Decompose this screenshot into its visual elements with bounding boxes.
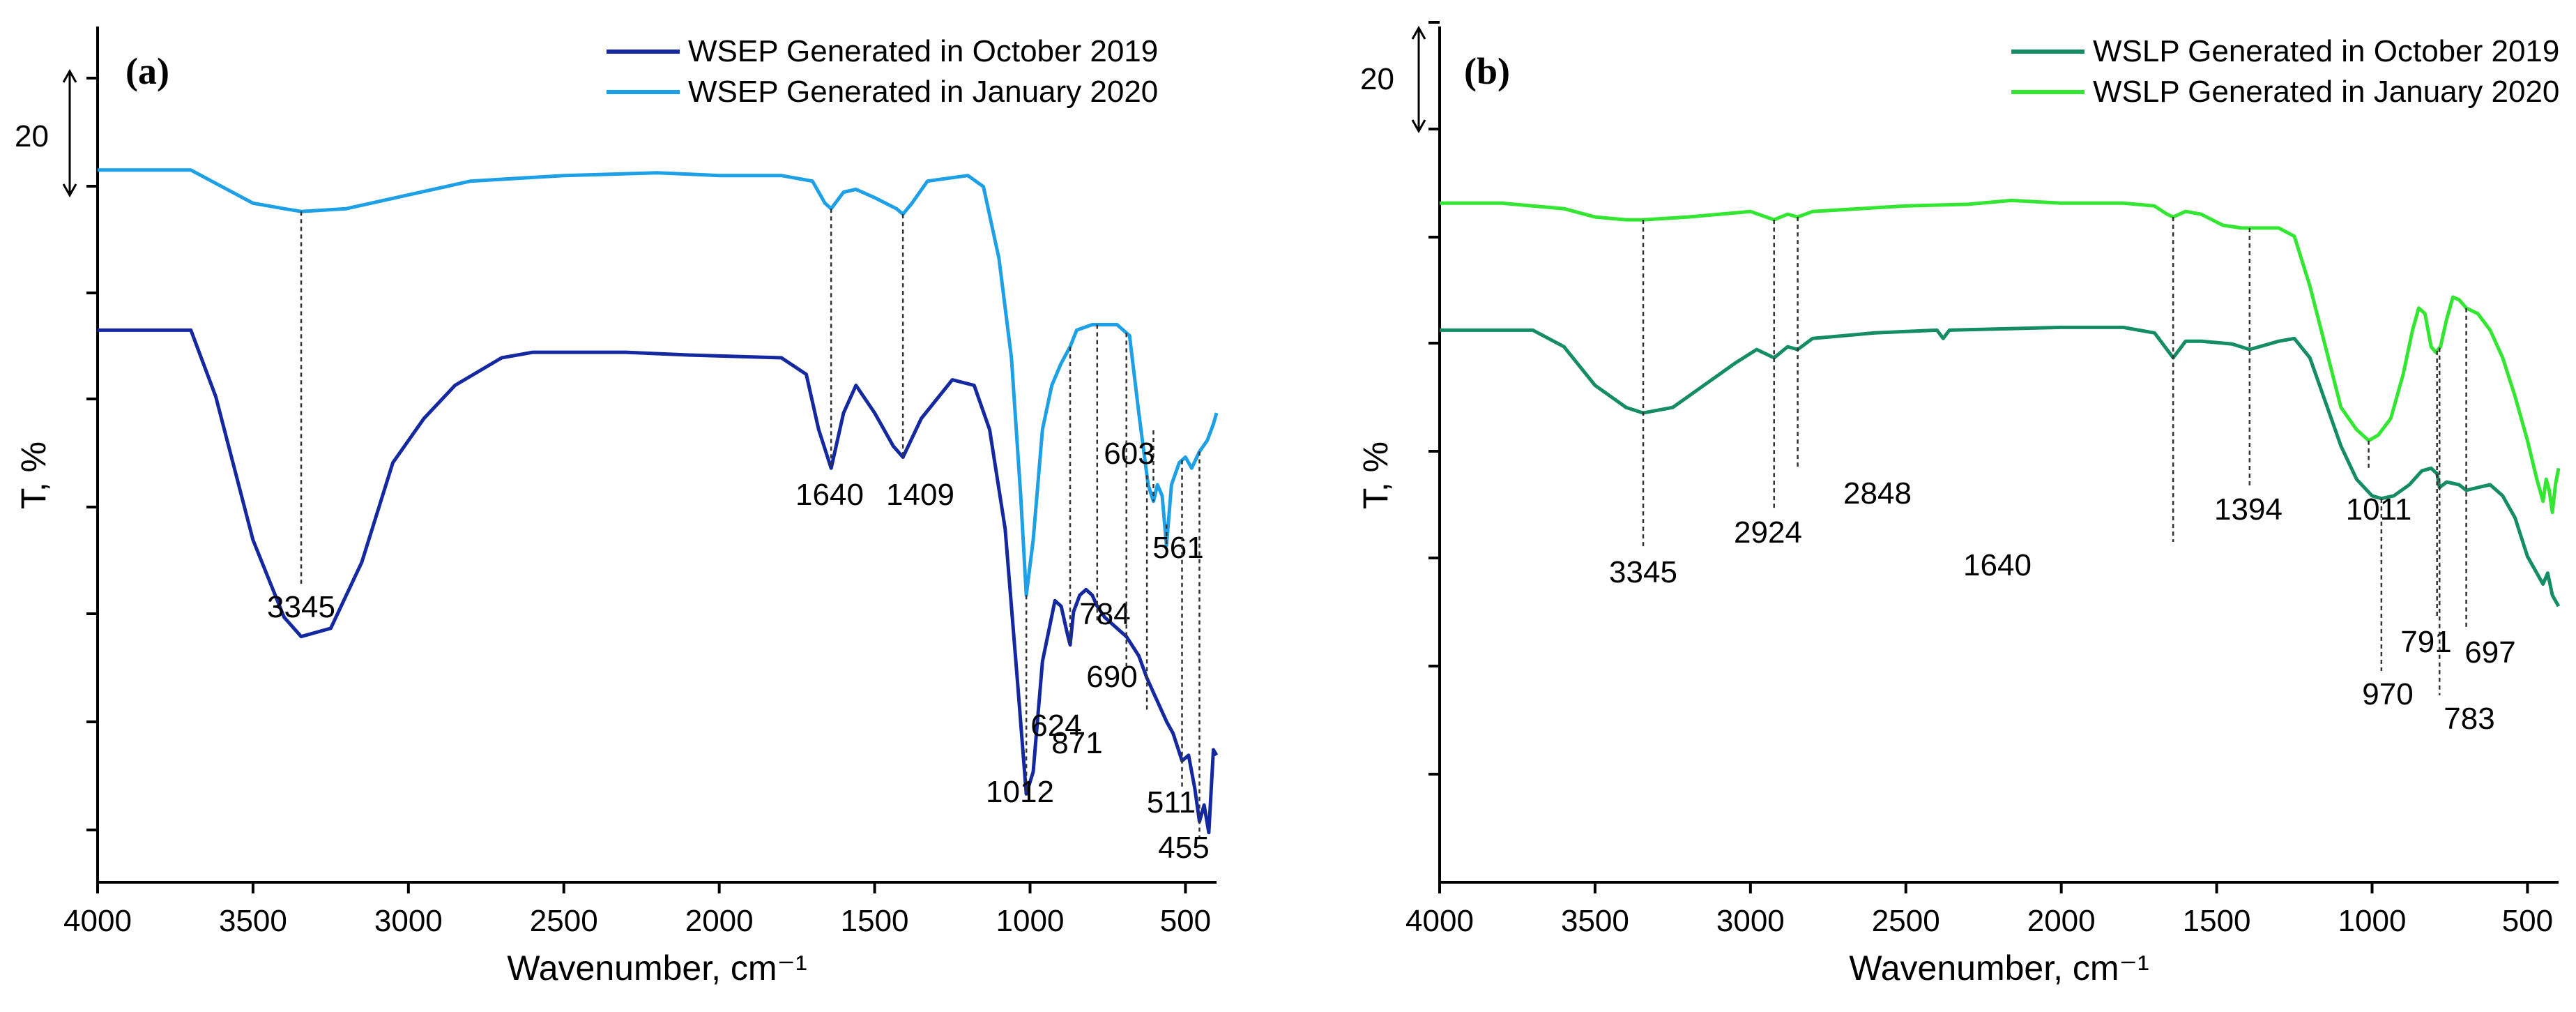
scale-bar-arrow-bottom <box>1411 119 1426 134</box>
x-tick-label: 2500 <box>1872 904 1940 938</box>
scale-bar-label: 20 <box>1360 62 1394 96</box>
axis-frame <box>96 27 1217 884</box>
legend-label: WSLP Generated in October 2019 <box>2093 34 2559 68</box>
peak-label: 871 <box>1051 726 1102 760</box>
peak-label: 791 <box>2400 625 2451 659</box>
peak-label: 3345 <box>1609 555 1677 589</box>
peak-label: 561 <box>1152 531 1203 565</box>
peak-label: 697 <box>2464 635 2515 670</box>
peak-label: 783 <box>2444 702 2494 736</box>
peak-label: 690 <box>1086 660 1137 694</box>
panel-b: 4000 3500 3000 2500 2000 1500 1000 500 Wavenumbe… <box>1356 21 2561 988</box>
axis-frame <box>1438 27 2559 884</box>
x-tick-label: 2500 <box>530 904 598 938</box>
peak-label: 1640 <box>795 478 864 512</box>
peak-label: 1012 <box>986 775 1054 809</box>
peak-label: 1011 <box>2346 492 2412 527</box>
legend-label: WSEP Generated in October 2019 <box>688 34 1158 68</box>
x-tick-label: 4000 <box>1405 904 1474 938</box>
y-axis-title: T, % <box>1356 441 1395 509</box>
x-tick-label: 1500 <box>2183 904 2251 938</box>
peak-label: 784 <box>1079 597 1130 631</box>
y-axis-title: T, % <box>14 441 53 509</box>
peak-label: 970 <box>2362 677 2413 711</box>
x-tick-label: 3000 <box>374 904 443 938</box>
legend-label: WSLP Generated in January 2020 <box>2093 75 2559 109</box>
series-line-2 <box>98 168 1219 597</box>
x-tick-label: 3500 <box>219 904 287 938</box>
series-line-1 <box>1440 325 2561 607</box>
peak-label: 2848 <box>1843 476 1912 511</box>
x-tick-label: 1000 <box>996 904 1065 938</box>
scale-bar-arrow-bottom <box>62 183 77 198</box>
x-tick-label: 4000 <box>63 904 132 938</box>
x-tick-label: 2000 <box>685 904 754 938</box>
x-tick-label: 3500 <box>1561 904 1629 938</box>
peak-label: 1394 <box>2214 492 2282 527</box>
peak-label: 511 <box>1147 785 1196 820</box>
peak-label: 624 <box>1030 709 1081 743</box>
x-tick-label: 1500 <box>841 904 909 938</box>
peak-label: 3345 <box>267 590 335 624</box>
x-tick-label: 3000 <box>1716 904 1785 938</box>
peak-label: 1409 <box>886 478 954 512</box>
series-line-1 <box>98 328 1219 835</box>
x-axis-title: Wavenumber, cm⁻¹ <box>1849 949 2149 988</box>
panel-label: (a) <box>125 50 169 92</box>
series-line-2 <box>1440 198 2561 515</box>
legend-label: WSEP Generated in January 2020 <box>688 75 1158 109</box>
x-tick-label: 500 <box>2502 904 2553 938</box>
panel-label: (b) <box>1464 50 1510 92</box>
scale-bar-arrow-top <box>62 68 77 83</box>
peak-label: 603 <box>1104 437 1154 471</box>
x-tick-label: 1000 <box>2338 904 2407 938</box>
x-tick-label: 500 <box>1160 904 1211 938</box>
x-axis-title: Wavenumber, cm⁻¹ <box>507 949 807 988</box>
panel-a: 4000 3500 3000 2500 2000 1500 1000 500 Wavenumbe… <box>14 27 1219 988</box>
peak-label: 2924 <box>1734 515 1802 550</box>
x-tick-label: 2000 <box>2027 904 2096 938</box>
scale-bar-arrow-top <box>1411 25 1426 40</box>
peak-label: 1640 <box>1963 548 2032 582</box>
scale-bar-label: 20 <box>15 119 49 153</box>
peak-label: 455 <box>1158 831 1209 865</box>
